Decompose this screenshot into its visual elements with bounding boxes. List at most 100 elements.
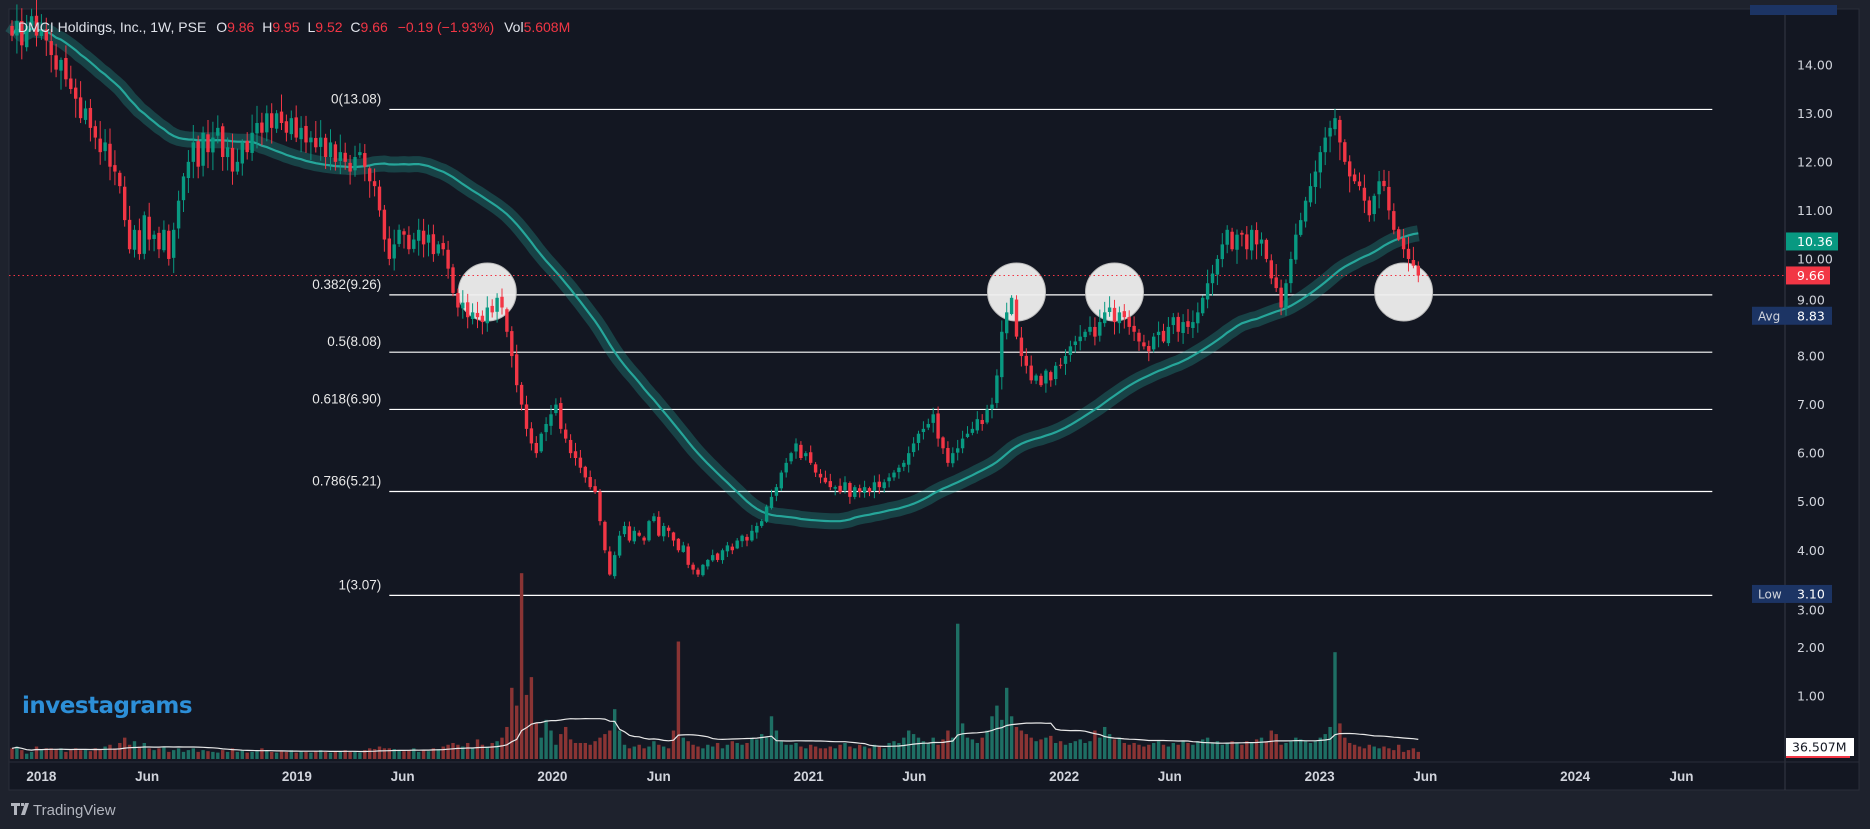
candle bbox=[1269, 254, 1273, 285]
candle-body bbox=[1103, 312, 1107, 324]
volume-bar bbox=[39, 750, 44, 759]
volume-bar bbox=[279, 751, 284, 759]
volume-bar bbox=[485, 746, 489, 759]
volume-bar bbox=[78, 750, 83, 759]
candle-body bbox=[975, 419, 979, 431]
volume-bar bbox=[1171, 742, 1175, 759]
candle bbox=[39, 14, 44, 40]
candle-body bbox=[1303, 200, 1308, 222]
time-axis[interactable]: 2018 Jun 2019 Jun 2020 Jun 2021 Jun 2022 Jun 2023 J… bbox=[26, 769, 1693, 784]
volume-bar bbox=[446, 744, 450, 759]
candle bbox=[872, 475, 877, 499]
candle bbox=[1372, 193, 1376, 222]
candle-body bbox=[1078, 336, 1082, 342]
candle bbox=[833, 485, 837, 496]
candle bbox=[818, 469, 823, 484]
candle bbox=[1181, 314, 1185, 344]
x-tick-label: 2024 bbox=[1560, 769, 1591, 784]
candle-body bbox=[755, 525, 759, 533]
volume-bar bbox=[255, 751, 259, 759]
candle bbox=[1397, 226, 1401, 242]
candle-body bbox=[568, 439, 573, 454]
candle bbox=[186, 150, 191, 193]
volume-bar bbox=[1005, 687, 1009, 759]
y-tick-label: 5.00 bbox=[1797, 494, 1825, 509]
candle-body bbox=[20, 20, 24, 46]
candle bbox=[671, 531, 676, 547]
candle bbox=[554, 398, 558, 416]
candle-body bbox=[1377, 181, 1381, 195]
candle bbox=[265, 105, 269, 142]
volume-bar bbox=[1367, 744, 1371, 759]
candle bbox=[417, 218, 421, 256]
candle bbox=[34, 0, 39, 47]
candle bbox=[985, 404, 989, 425]
candle-body bbox=[1397, 229, 1401, 240]
candle bbox=[1220, 233, 1224, 268]
volume-bar bbox=[505, 726, 509, 759]
volume-bar bbox=[1073, 741, 1077, 759]
volume-bar bbox=[1328, 726, 1332, 759]
volume-bar bbox=[1313, 741, 1318, 759]
volume-bar bbox=[882, 748, 886, 759]
volume-bar bbox=[323, 751, 328, 759]
x-tick-label: Jun bbox=[391, 769, 415, 784]
candle-body bbox=[1250, 229, 1254, 251]
candle bbox=[49, 29, 53, 73]
candle bbox=[1362, 174, 1367, 214]
candle bbox=[1005, 302, 1009, 340]
candle bbox=[196, 135, 200, 179]
candle bbox=[152, 230, 156, 252]
candle-body bbox=[1098, 322, 1102, 336]
candle-body bbox=[1083, 331, 1087, 338]
candle-body bbox=[1093, 326, 1097, 337]
candle bbox=[289, 110, 293, 140]
tradingview-logo[interactable]: TradingView bbox=[11, 802, 116, 819]
volume-bar bbox=[892, 741, 896, 759]
candle bbox=[245, 132, 249, 160]
volume-bar bbox=[88, 751, 93, 759]
volume-bar bbox=[1289, 741, 1293, 759]
volume-bar bbox=[426, 751, 431, 759]
candle bbox=[1098, 309, 1102, 342]
volume-bar bbox=[510, 687, 514, 759]
candle bbox=[397, 224, 401, 247]
volume-bar bbox=[715, 742, 720, 759]
candle-body bbox=[632, 530, 636, 542]
volume-bar bbox=[583, 742, 587, 759]
legend[interactable]: DMCI Holdings, Inc., 1W, PSE O9.86 H9.95… bbox=[18, 19, 570, 35]
volume-bar bbox=[343, 750, 347, 759]
candle bbox=[1196, 302, 1200, 333]
candle-body bbox=[573, 451, 578, 459]
candle bbox=[1279, 279, 1283, 316]
candle bbox=[382, 204, 387, 252]
volume-bar bbox=[1009, 716, 1014, 759]
volume-bar bbox=[461, 746, 465, 759]
candle bbox=[549, 404, 553, 435]
candle-body bbox=[436, 244, 440, 254]
fibonacci-retracement[interactable]: 0(13.08) 0.382(9.26) 0.5(8.08) 0.618(6.90) 0… bbox=[312, 91, 1713, 597]
volume-bar bbox=[1156, 741, 1161, 759]
candle bbox=[902, 460, 906, 472]
candle-body bbox=[554, 404, 558, 414]
candle-body bbox=[417, 229, 421, 241]
candle bbox=[235, 148, 240, 175]
candle-body bbox=[294, 117, 298, 138]
volume-ma-line bbox=[11, 717, 1419, 753]
candle-body bbox=[1088, 326, 1092, 332]
volume-bar bbox=[701, 748, 705, 759]
candle-body bbox=[951, 453, 955, 464]
volume-bar bbox=[216, 752, 220, 759]
volume-bar bbox=[382, 748, 387, 759]
candle-body bbox=[671, 532, 676, 541]
volume-bar bbox=[333, 751, 338, 759]
fib-level-label: 0.382(9.26) bbox=[312, 277, 381, 292]
candle bbox=[1416, 261, 1420, 283]
candle-body bbox=[59, 59, 63, 71]
volume-bar bbox=[358, 752, 362, 759]
candle bbox=[730, 543, 734, 555]
candle bbox=[1093, 317, 1097, 346]
volume-bar bbox=[1245, 741, 1249, 759]
price-axis[interactable]: 14.00 13.00 12.00 11.00 10.00 9.00 8.00 7.00 6.0… bbox=[1797, 57, 1833, 703]
